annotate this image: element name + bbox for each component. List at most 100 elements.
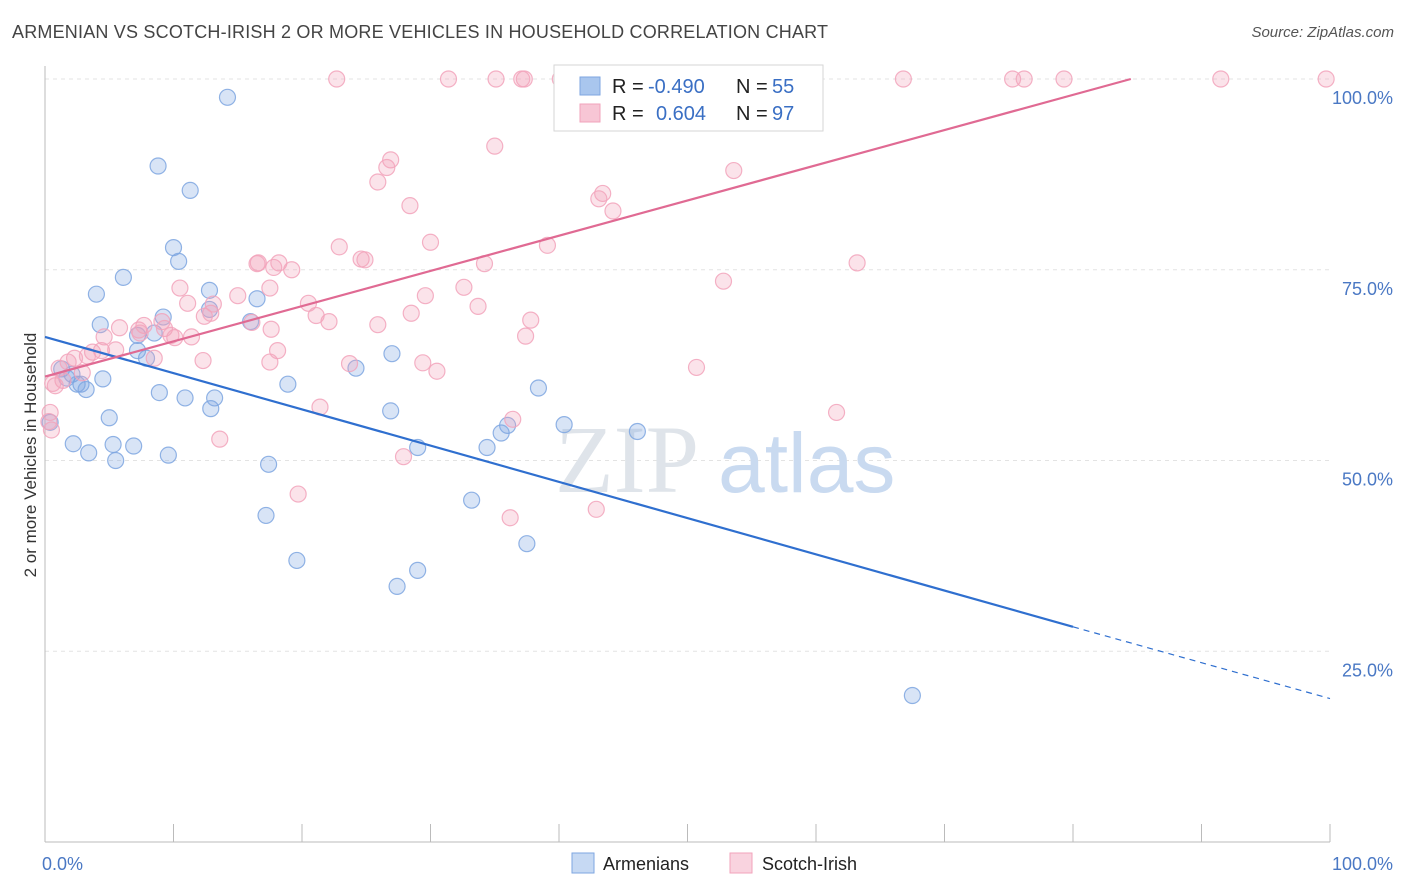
point-scotch-irish xyxy=(153,313,171,331)
point-scotch-irish xyxy=(1015,70,1033,88)
y-tick-label: 50.0% xyxy=(1342,470,1393,490)
y-axis-label: 2 or more Vehicles in Household xyxy=(21,333,40,578)
point-armenians xyxy=(100,409,118,427)
point-armenians xyxy=(259,455,278,473)
point-armenians xyxy=(388,577,406,595)
stat-r-value-armenians: -0.490 xyxy=(648,76,705,98)
point-scotch-irish xyxy=(110,319,129,337)
point-scotch-irish xyxy=(428,362,446,380)
point-scotch-irish xyxy=(714,272,733,290)
point-scotch-irish xyxy=(369,316,387,334)
point-scotch-irish xyxy=(328,70,346,88)
point-scotch-irish xyxy=(516,327,535,345)
point-scotch-irish xyxy=(248,255,266,273)
point-scotch-irish xyxy=(229,287,247,305)
point-scotch-irish xyxy=(340,354,359,373)
point-scotch-irish xyxy=(1212,70,1230,88)
bottom-legend: Armenians Scotch-Irish xyxy=(571,852,857,874)
point-scotch-irish xyxy=(289,485,307,503)
legend-swatch-armenians xyxy=(579,76,601,96)
point-armenians xyxy=(518,535,536,553)
point-scotch-irish xyxy=(416,287,434,305)
point-scotch-irish xyxy=(1317,70,1335,88)
tick-labels: 25.0% 50.0% 75.0% 100.0% 0.0% 100.0% xyxy=(42,88,1393,874)
point-scotch-irish xyxy=(894,70,912,88)
point-armenians xyxy=(628,422,646,441)
point-scotch-irish xyxy=(330,238,348,256)
point-armenians xyxy=(529,379,548,397)
grid-lines xyxy=(45,78,1330,652)
point-armenians xyxy=(288,551,306,570)
point-armenians xyxy=(383,345,401,363)
point-scotch-irish xyxy=(513,70,531,88)
point-scotch-irish xyxy=(283,261,301,279)
point-armenians xyxy=(181,181,199,199)
point-armenians xyxy=(64,435,82,453)
point-armenians xyxy=(149,157,167,175)
point-scotch-irish xyxy=(95,328,113,346)
point-armenians xyxy=(202,400,220,418)
point-armenians xyxy=(218,88,237,106)
point-scotch-irish xyxy=(414,354,432,372)
point-scotch-irish xyxy=(455,278,473,296)
point-scotch-irish xyxy=(261,353,279,371)
point-scotch-irish xyxy=(41,403,59,422)
point-scotch-irish xyxy=(402,304,420,322)
point-armenians xyxy=(87,285,106,303)
point-scotch-irish xyxy=(469,297,487,315)
point-armenians xyxy=(478,438,496,457)
stat-r-value-scotch-irish: 0.604 xyxy=(656,103,706,125)
x-tick-label: 0.0% xyxy=(42,854,83,874)
point-scotch-irish xyxy=(204,295,222,313)
stat-n-label-scotch-irish: N = xyxy=(736,103,768,125)
point-scotch-irish xyxy=(249,254,267,272)
trend-line-extension-armenians xyxy=(1072,626,1331,700)
point-armenians xyxy=(94,370,112,388)
point-armenians xyxy=(206,389,224,407)
point-scotch-irish xyxy=(394,448,413,466)
point-armenians xyxy=(409,561,427,579)
point-scotch-irish xyxy=(46,377,64,395)
trend-line-armenians xyxy=(44,335,1074,628)
point-armenians xyxy=(125,437,143,455)
trend-line-scotch-irish xyxy=(44,77,1132,378)
point-scotch-irish xyxy=(131,324,149,342)
point-scotch-irish xyxy=(162,326,180,344)
point-scotch-irish xyxy=(1055,70,1073,88)
point-scotch-irish xyxy=(378,158,396,177)
y-tick-label: 25.0% xyxy=(1342,660,1393,680)
point-scotch-irish xyxy=(194,351,212,370)
data-points xyxy=(40,70,1335,705)
point-armenians xyxy=(463,491,481,509)
point-scotch-irish xyxy=(487,70,505,88)
point-scotch-irish xyxy=(195,307,213,325)
point-armenians xyxy=(176,389,194,407)
point-scotch-irish xyxy=(171,279,189,297)
point-armenians xyxy=(159,446,177,464)
point-scotch-irish xyxy=(604,202,622,220)
legend-stats-box: R = -0.490 N = 55 R = 0.604 N = 97 xyxy=(553,64,824,132)
legend-swatch-armenians-bottom xyxy=(571,852,595,874)
point-scotch-irish xyxy=(439,70,458,88)
point-armenians xyxy=(279,375,297,393)
point-armenians xyxy=(77,380,95,399)
point-scotch-irish xyxy=(262,320,280,338)
watermark-atlas: atlas xyxy=(718,416,895,510)
watermark-zip: ZIP xyxy=(555,406,699,513)
stat-n-value-scotch-irish: 97 xyxy=(772,103,794,125)
point-scotch-irish xyxy=(356,251,374,269)
point-scotch-irish xyxy=(369,173,387,191)
point-scotch-irish xyxy=(522,311,540,329)
point-scotch-irish xyxy=(44,374,62,393)
trend-lines xyxy=(44,77,1331,700)
stat-n-value-armenians: 55 xyxy=(772,76,794,98)
point-armenians xyxy=(170,252,188,270)
point-armenians xyxy=(107,451,125,470)
legend-swatch-scotch-irish xyxy=(579,103,601,123)
point-scotch-irish xyxy=(827,403,846,422)
y-tick-label: 100.0% xyxy=(1332,88,1393,108)
point-scotch-irish xyxy=(320,313,338,331)
point-armenians xyxy=(114,268,132,286)
point-armenians xyxy=(248,290,266,308)
